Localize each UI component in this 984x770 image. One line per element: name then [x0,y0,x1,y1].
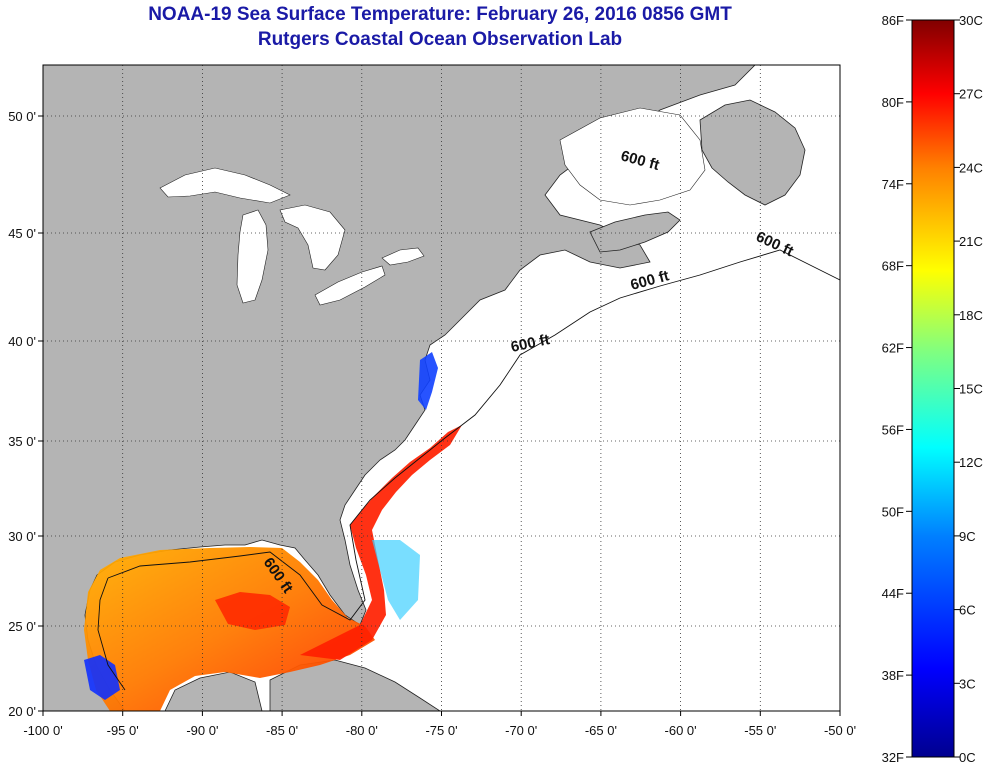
lat-tick-label: 30 0' [8,529,36,544]
sst-gulf-of-mexico [84,547,375,711]
lat-tick-label: 35 0' [8,434,36,449]
lon-tick-label: -80 0' [346,723,378,738]
colorbar-f-label: 68F [882,259,904,274]
lon-tick-label: -85 0' [266,723,298,738]
lon-tick-label: -65 0' [585,723,617,738]
colorbar-f-label: 56F [882,422,904,437]
land-newfoundland [699,99,806,206]
sst-texas-coast [84,655,120,700]
colorbar-f-label: 44F [882,586,904,601]
land-nova-scotia [589,211,681,253]
map-subtitle: Rutgers Coastal Ocean Observation Lab [257,29,623,50]
colorbar-c-label: 0C [959,750,976,765]
colorbar-c-label: 30C [959,13,983,28]
lat-tick-label: 40 0' [8,334,36,349]
lon-tick-label: -50 0' [824,723,856,738]
colorbar-c-label: 21C [959,234,983,249]
lat-tick-label: 25 0' [8,619,36,634]
colorbar-f-label: 32F [882,750,904,765]
lat-tick-label: 50 0' [8,109,36,124]
lon-tick-label: -75 0' [425,723,457,738]
lake-huron [279,204,346,271]
colorbar-c-label: 18C [959,308,983,323]
sst-cool-shelf [372,540,420,620]
lake-michigan [236,209,269,304]
lon-tick-label: -90 0' [186,723,218,738]
colorbar-f-label: 80F [882,95,904,110]
sst-gulf-stream [300,425,462,660]
colorbar-c-label: 15C [959,382,983,397]
lon-tick-label: -95 0' [107,723,139,738]
lake-ontario [381,247,425,266]
colorbar-f-label: 38F [882,668,904,683]
colorbar [911,19,955,758]
colorbar-c-label: 6C [959,603,976,618]
lat-tick-label: 20 0' [8,704,36,719]
colorbar-f-label: 86F [882,13,904,28]
map-ticks: -100 0' -95 0' -90 0' -85 0' -80 0' -75 0' -70… [8,109,856,738]
lat-tick-label: 45 0' [8,226,36,241]
lon-tick-label: -70 0' [505,723,537,738]
lon-tick-label: -100 0' [23,723,62,738]
colorbar-c-label: 24C [959,160,983,175]
sst-chesapeake [418,352,438,410]
colorbar-c-label: 3C [959,676,976,691]
colorbar-c-label: 27C [959,87,983,102]
gulf-st-lawrence [559,107,706,206]
colorbar-c-label: 9C [959,529,976,544]
lake-superior [159,167,291,204]
lon-tick-label: -55 0' [744,723,776,738]
colorbar-f-label: 74F [882,177,904,192]
sst-warm-core [215,592,290,630]
colorbar-f-label: 62F [882,341,904,356]
bathymetry-contour [107,249,841,621]
lake-erie [314,265,386,306]
colorbar-ticks: 86F 80F 74F 68F 62F 56F 50F 44F 38F 32F 30C 27C 24C 2… [882,13,983,765]
colorbar-f-label: 50F [882,504,904,519]
colorbar-c-label: 12C [959,455,983,470]
lon-tick-label: -60 0' [665,723,697,738]
map-grid [43,65,840,711]
bathymetry-contour-gulf [97,577,126,691]
map-title: NOAA-19 Sea Surface Temperature: Februar… [148,4,732,25]
